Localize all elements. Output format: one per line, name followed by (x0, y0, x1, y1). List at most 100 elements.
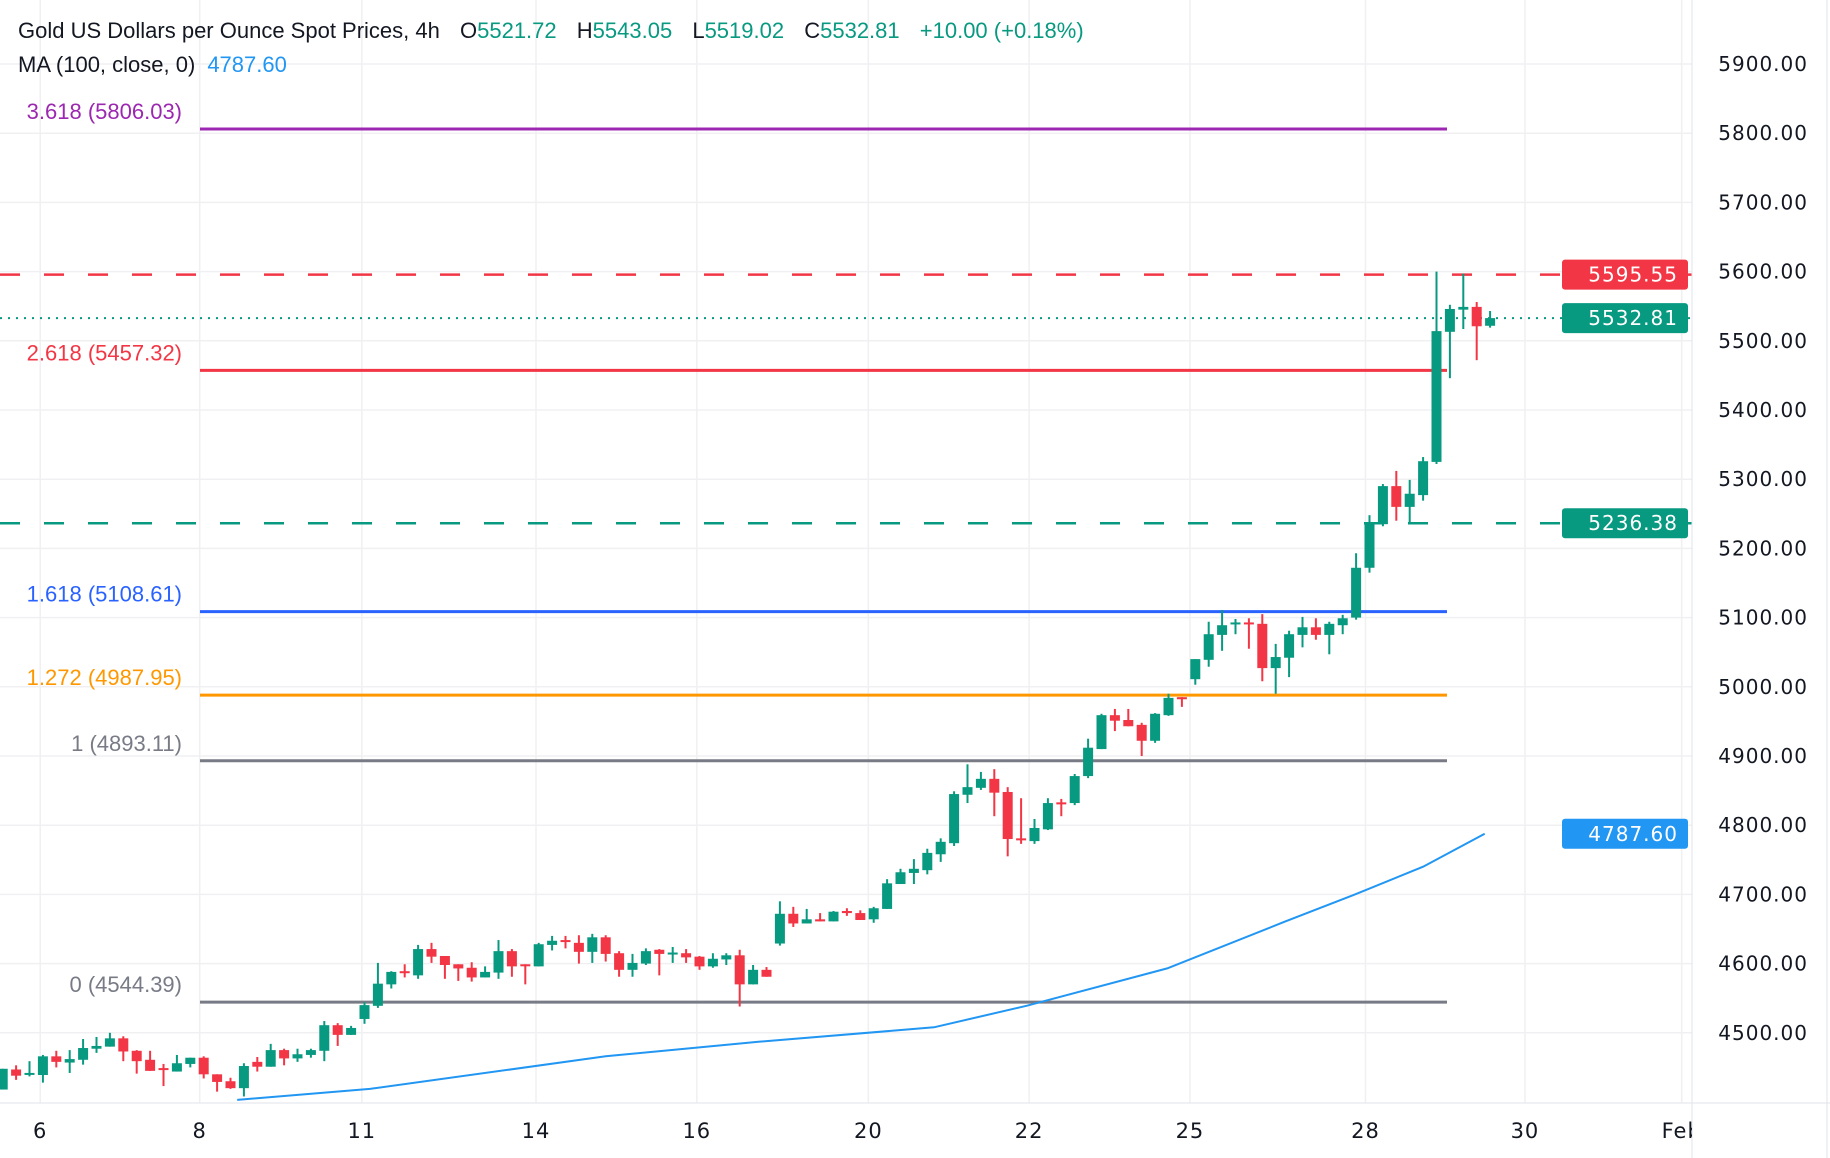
candle[interactable] (1391, 470, 1402, 521)
candle[interactable] (225, 1077, 236, 1089)
candle[interactable] (721, 953, 732, 965)
candle[interactable] (1444, 304, 1455, 379)
candle[interactable] (533, 942, 544, 967)
candle[interactable] (640, 948, 651, 965)
candle[interactable] (279, 1048, 290, 1066)
candle[interactable] (64, 1050, 75, 1073)
candle[interactable] (1257, 614, 1268, 682)
candle[interactable] (386, 971, 397, 989)
candle[interactable] (372, 962, 383, 1008)
candle[interactable] (439, 955, 450, 979)
candle[interactable] (158, 1063, 169, 1087)
candle[interactable] (131, 1050, 142, 1074)
candle[interactable] (359, 1002, 370, 1024)
candle[interactable] (11, 1065, 22, 1080)
candle[interactable] (1217, 609, 1228, 651)
candle[interactable] (1056, 798, 1067, 817)
candle[interactable] (346, 1025, 357, 1035)
candle[interactable] (1109, 708, 1120, 732)
candle[interactable] (1002, 787, 1013, 857)
candle[interactable] (748, 964, 759, 985)
candle[interactable] (707, 953, 718, 968)
candle[interactable] (185, 1057, 196, 1068)
candle[interactable] (24, 1061, 35, 1077)
candle[interactable] (681, 949, 692, 963)
candle[interactable] (1351, 553, 1362, 620)
candle[interactable] (1042, 798, 1053, 831)
candle[interactable] (171, 1054, 182, 1072)
candle[interactable] (198, 1056, 209, 1079)
candle[interactable] (91, 1036, 102, 1053)
candle[interactable] (1230, 618, 1241, 635)
candle[interactable] (51, 1050, 62, 1068)
candle[interactable] (573, 935, 584, 964)
candle[interactable] (614, 951, 625, 977)
candle[interactable] (1176, 697, 1187, 707)
candle[interactable] (1431, 271, 1442, 464)
candle[interactable] (855, 910, 866, 921)
candle[interactable] (1485, 311, 1496, 328)
candle[interactable] (1069, 773, 1080, 806)
candle[interactable] (935, 838, 946, 862)
candle[interactable] (453, 964, 464, 981)
time-axis[interactable]: 6 8 11 14 16 20 22 25 28 30 Feb (33, 1119, 1702, 1143)
candle[interactable] (694, 955, 705, 970)
candle[interactable] (520, 964, 531, 985)
candle[interactable] (1083, 738, 1094, 779)
candle[interactable] (212, 1074, 223, 1092)
candle[interactable] (774, 901, 785, 946)
candle[interactable] (1150, 713, 1161, 743)
candle[interactable] (305, 1048, 316, 1058)
candle[interactable] (882, 879, 893, 909)
candle[interactable] (78, 1039, 89, 1065)
candle[interactable] (104, 1032, 115, 1047)
candle[interactable] (1297, 616, 1308, 648)
candle[interactable] (600, 935, 611, 962)
candle[interactable] (868, 906, 879, 923)
candle[interactable] (1310, 618, 1321, 640)
candle[interactable] (1458, 273, 1469, 330)
candle[interactable] (547, 935, 558, 951)
candle[interactable] (493, 940, 504, 979)
candle[interactable] (815, 913, 826, 922)
candle[interactable] (1163, 693, 1174, 716)
candle[interactable] (734, 949, 745, 1007)
candle[interactable] (962, 764, 973, 804)
candle[interactable] (399, 964, 410, 978)
candle[interactable] (319, 1021, 330, 1062)
candle[interactable] (560, 935, 571, 949)
candle[interactable] (654, 949, 665, 976)
candle[interactable] (1243, 618, 1254, 649)
candle[interactable] (480, 966, 491, 978)
ma-line[interactable] (237, 832, 1486, 1101)
candle[interactable] (788, 906, 799, 927)
candle[interactable] (828, 911, 839, 922)
candle[interactable] (252, 1057, 263, 1072)
candle[interactable] (1270, 643, 1281, 694)
candle[interactable] (1190, 659, 1201, 685)
candle[interactable] (238, 1063, 249, 1097)
price-axis[interactable]: 5900.00 5800.00 5700.00 5600.00 5500.00 5400.… (1718, 52, 1808, 1045)
candle[interactable] (627, 953, 638, 977)
candle[interactable] (587, 933, 598, 963)
candle[interactable] (145, 1050, 156, 1071)
candle[interactable] (975, 771, 986, 790)
candle[interactable] (1471, 302, 1482, 361)
candle[interactable] (761, 967, 772, 977)
candle[interactable] (801, 908, 812, 924)
candle[interactable] (908, 859, 919, 885)
candle[interactable] (1404, 479, 1415, 525)
candle[interactable] (1364, 515, 1375, 573)
candle[interactable] (1123, 708, 1134, 727)
candle[interactable] (426, 942, 437, 963)
candle[interactable] (1016, 798, 1027, 844)
candle[interactable] (1136, 722, 1147, 756)
candle[interactable] (922, 848, 933, 875)
candle[interactable] (0, 1068, 8, 1090)
candle[interactable] (413, 944, 424, 979)
candle[interactable] (989, 769, 1000, 817)
candle[interactable] (1337, 614, 1348, 635)
candle[interactable] (118, 1036, 129, 1062)
candle[interactable] (292, 1048, 303, 1062)
